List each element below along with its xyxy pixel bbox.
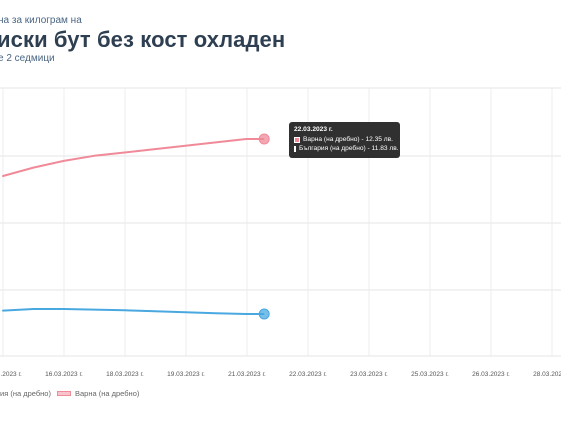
- x-tick-label: 22.03.2023 г.: [289, 371, 327, 378]
- legend-swatch: [56, 391, 71, 396]
- tooltip-date: 22.03.2023 г.: [294, 126, 333, 133]
- legend-item[interactable]: Варна (на дребно): [56, 389, 140, 398]
- data-point-marker[interactable]: [258, 133, 270, 145]
- x-tick-label: 16.03.2023 г.: [45, 371, 83, 378]
- chart-tooltip: 22.03.2023 г. Варна (на дребно) - 12.35 …: [289, 122, 400, 158]
- x-tick-label: 21.03.2023 г.: [228, 371, 266, 378]
- x-tick-label: 26.03.2023 г.: [472, 371, 510, 378]
- x-tick-label: 25.03.2023 г.: [411, 371, 449, 378]
- x-tick-label: 18.03.2023 г.: [106, 371, 144, 378]
- chart-series: [2, 133, 270, 320]
- chart-subtitle: на за килограм на: [0, 15, 82, 26]
- x-tick-label: 14.03.2023 г.: [0, 371, 22, 378]
- x-tick-label: 19.03.2023 г.: [167, 371, 205, 378]
- legend-item-label: Варна (на дребно): [74, 389, 140, 398]
- series-line: [2, 138, 248, 177]
- chart-legend: ия (на дребно) Варна (на дребно): [0, 389, 145, 398]
- x-axis-ticks: 14.03.2023 г. 16.03.2023 г. 18.03.2023 г. 1…: [0, 371, 561, 378]
- tooltip-swatch: [294, 136, 300, 143]
- tooltip-row: България (на дребно) - 11.83 лв.: [294, 145, 399, 152]
- chart-grid: [0, 87, 561, 357]
- data-point-marker[interactable]: [258, 308, 270, 320]
- x-tick-label: 23.03.2023 г.: [350, 371, 388, 378]
- tooltip-swatch: [294, 145, 296, 152]
- legend-item[interactable]: ия (на дребно): [0, 389, 51, 398]
- tooltip-row-label: Варна (на дребно) - 12.35 лв.: [303, 136, 393, 143]
- legend-item-label: ия (на дребно): [0, 389, 51, 398]
- x-tick-label: 28.03.2023 г.: [533, 371, 561, 378]
- chart-period: е 2 седмици: [0, 53, 55, 64]
- tooltip-row: Варна (на дребно) - 12.35 лв.: [294, 136, 395, 143]
- series-line: [2, 308, 248, 315]
- chart-header: на за килограм на иски бут без кост охла…: [0, 0, 561, 72]
- chart-title: иски бут без кост охладен: [0, 27, 286, 52]
- tooltip-row-label: България (на дребно) - 11.83 лв.: [299, 145, 399, 152]
